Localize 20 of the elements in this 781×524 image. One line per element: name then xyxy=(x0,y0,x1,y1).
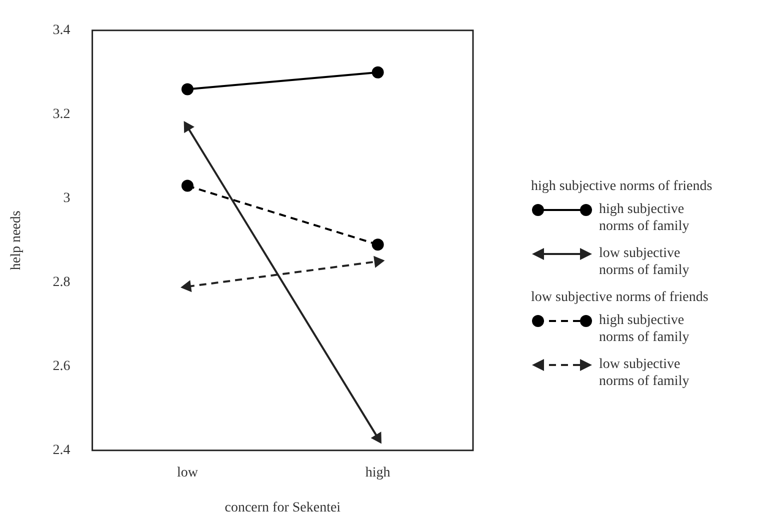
text: high subjective norms of friends xyxy=(531,178,712,195)
point xyxy=(372,66,384,78)
y-tick-label: 2.6 xyxy=(52,359,70,374)
x-axis-title: concern for Sekentei xyxy=(224,500,341,516)
y-tick-label: 3.4 xyxy=(52,23,70,38)
y-axis-title: help needs xyxy=(9,210,24,270)
y-tick-label: 2.8 xyxy=(52,275,70,290)
y-tick-label: 3.2 xyxy=(52,107,70,122)
legend-label: high subjective norms of family xyxy=(599,312,690,346)
legend-label: low subjective norms of family xyxy=(599,356,690,390)
point xyxy=(372,238,384,251)
x-tick-label: low xyxy=(176,465,199,480)
legend-label: low subjective norms of family xyxy=(599,245,690,279)
point xyxy=(181,180,194,192)
x-tick-label: high xyxy=(365,465,390,480)
text: low subjective norms of friends xyxy=(531,289,710,306)
legend-label: high subjective norms of family xyxy=(599,201,690,235)
y-tick-label: 2.4 xyxy=(52,443,70,458)
point xyxy=(181,83,194,96)
y-tick-label: 3 xyxy=(63,191,70,206)
